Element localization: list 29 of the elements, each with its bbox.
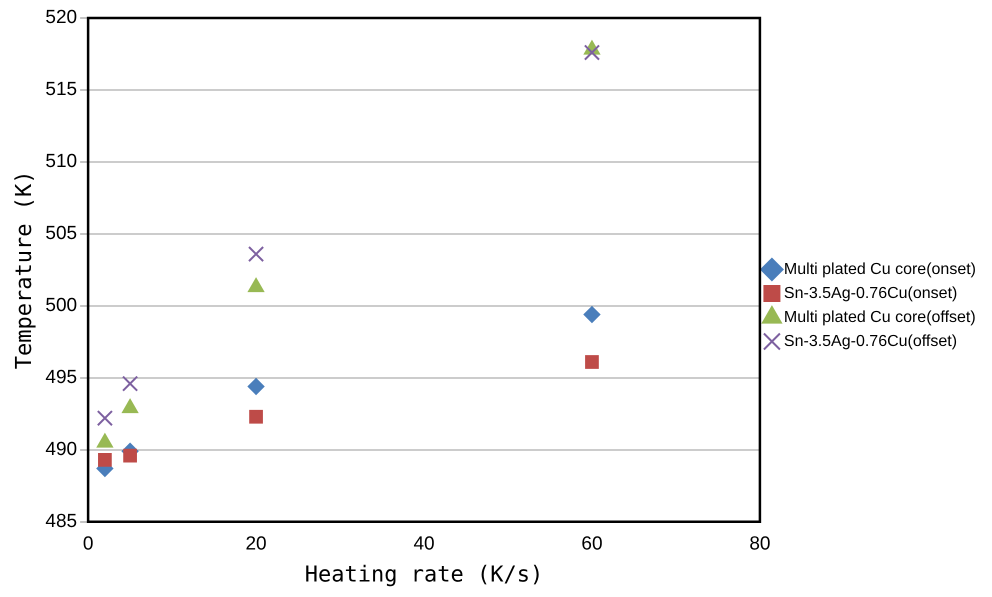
- y-tick-label: 495: [45, 367, 78, 388]
- point: [249, 410, 263, 424]
- x-tick-label: 0: [82, 533, 94, 554]
- point: [248, 378, 265, 395]
- y-tick-label: 515: [45, 79, 78, 100]
- x-tick-label: 40: [413, 533, 435, 554]
- y-tick-label: 490: [45, 439, 78, 460]
- x-tick-label: 60: [581, 533, 603, 554]
- point: [248, 246, 264, 262]
- y-tick-label: 520: [45, 7, 78, 28]
- x-tick-label: 80: [749, 533, 770, 554]
- point: [583, 306, 600, 324]
- x-tick-label: 20: [245, 533, 267, 554]
- legend-label: Sn-3.5Ag-0.76Cu(offset): [784, 332, 958, 350]
- point: [98, 453, 112, 467]
- point: [585, 355, 599, 369]
- legend-label: Sn-3.5Ag-0.76Cu(onset): [784, 284, 958, 302]
- y-axis-title: Temperature (K): [12, 170, 37, 370]
- y-tick-label: 485: [45, 511, 78, 532]
- legend-label: Multi plated Cu core(offset): [784, 308, 976, 326]
- x-axis-title: Heating rate (K/s): [304, 562, 544, 588]
- point: [122, 376, 138, 392]
- y-tick-label: 510: [45, 151, 78, 172]
- point: [584, 44, 600, 61]
- point: [123, 448, 137, 462]
- y-tick-label: 505: [45, 223, 78, 244]
- y-tick-label: 500: [45, 295, 78, 316]
- legend-label: Multi plated Cu core(onset): [784, 260, 976, 278]
- point: [96, 410, 113, 426]
